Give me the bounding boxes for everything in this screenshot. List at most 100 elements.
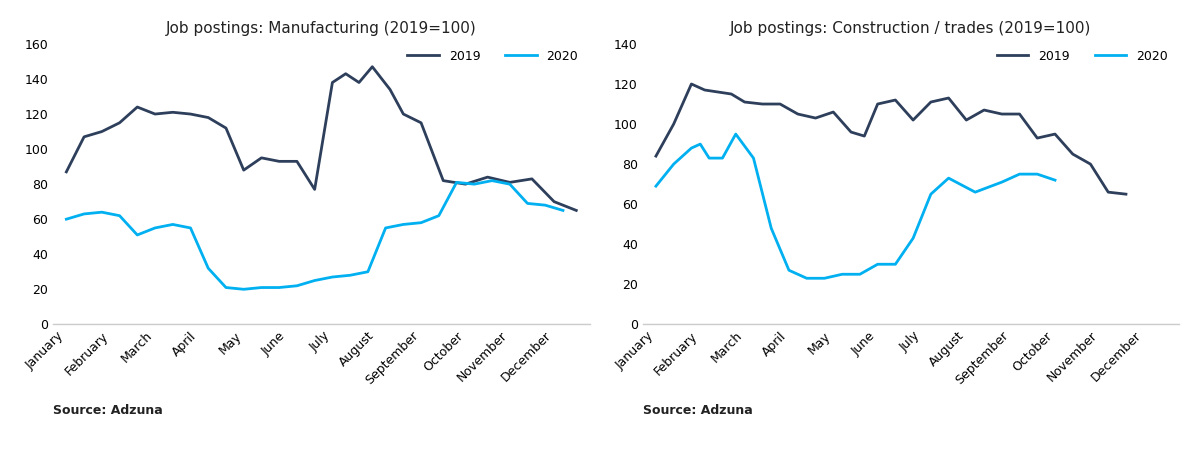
2019 [352, 80, 366, 85]
2020 [449, 180, 463, 185]
2019 [307, 187, 322, 192]
2020 [1030, 171, 1044, 177]
2020 [995, 179, 1009, 185]
2019 [924, 99, 938, 105]
2020 [521, 201, 535, 206]
2019 [1118, 191, 1133, 197]
2019 [1102, 189, 1116, 195]
2019 [524, 176, 539, 182]
2020 [414, 220, 428, 225]
2020 [1013, 171, 1027, 177]
2019 [684, 81, 698, 87]
2019 [338, 71, 353, 77]
2019 [436, 178, 450, 183]
2020 [556, 207, 570, 213]
2019 [710, 89, 725, 95]
2019 [1048, 131, 1062, 137]
2020 [694, 141, 708, 147]
2019 [148, 111, 162, 117]
2019 [77, 134, 91, 140]
2019 [569, 207, 583, 213]
2019 [59, 169, 73, 175]
2019 [95, 129, 109, 134]
2019 [857, 134, 871, 139]
2020 [941, 176, 955, 181]
2020 [130, 232, 144, 238]
2020 [746, 155, 761, 161]
2020 [307, 278, 322, 283]
2019 [888, 97, 902, 103]
2020 [817, 275, 832, 281]
2020 [503, 182, 517, 187]
2019 [365, 64, 379, 69]
2020 [870, 261, 884, 267]
2020 [888, 261, 902, 267]
2020 [853, 272, 868, 277]
2019 [113, 120, 127, 126]
2020 [343, 273, 358, 278]
2019 [755, 101, 769, 107]
2019 [826, 109, 840, 115]
2019 [325, 80, 340, 85]
2020 [254, 285, 269, 290]
2019 [1084, 161, 1098, 167]
2019 [218, 125, 233, 131]
2020 [538, 202, 552, 208]
Legend: 2019, 2020: 2019, 2020 [992, 45, 1172, 67]
2019 [724, 91, 738, 97]
2020 [95, 209, 109, 215]
2019 [254, 155, 269, 161]
2020 [715, 155, 730, 161]
2020 [289, 283, 304, 289]
Text: Source: Adzuna: Source: Adzuna [53, 404, 163, 417]
2019 [809, 116, 823, 121]
2020 [835, 272, 850, 277]
2019 [906, 117, 920, 123]
2019 [130, 104, 144, 110]
2020 [1048, 177, 1062, 183]
2020 [113, 213, 127, 219]
2020 [184, 225, 198, 231]
2020 [684, 146, 698, 151]
2020 [799, 275, 814, 281]
2019 [1030, 135, 1044, 141]
2020 [148, 225, 162, 231]
2019 [791, 111, 805, 117]
2019 [414, 120, 428, 126]
2020 [396, 222, 410, 227]
2020 [728, 131, 743, 137]
2020 [924, 191, 938, 197]
2019 [738, 99, 752, 105]
2020 [361, 269, 376, 274]
2020 [702, 155, 716, 161]
2020 [77, 211, 91, 217]
2019 [272, 158, 287, 164]
2020 [166, 222, 180, 227]
Title: Job postings: Construction / trades (2019=100): Job postings: Construction / trades (201… [731, 21, 1092, 36]
2020 [467, 182, 481, 187]
2019 [666, 122, 680, 127]
2019 [202, 115, 216, 120]
2020 [764, 225, 779, 231]
2020 [325, 274, 340, 280]
2020 [649, 183, 664, 189]
2020 [378, 225, 392, 231]
2020 [218, 285, 233, 290]
2020 [59, 216, 73, 222]
2019 [289, 158, 304, 164]
2020 [272, 285, 287, 290]
2019 [396, 111, 410, 117]
2020 [906, 236, 920, 241]
2020 [781, 267, 796, 273]
2019 [166, 109, 180, 115]
2019 [870, 101, 884, 107]
2020 [236, 286, 251, 292]
2019 [458, 182, 473, 187]
Line: 2020: 2020 [656, 134, 1055, 278]
2020 [485, 178, 499, 183]
2019 [941, 95, 955, 101]
2019 [773, 101, 787, 107]
Title: Job postings: Manufacturing (2019=100): Job postings: Manufacturing (2019=100) [166, 21, 476, 36]
2019 [977, 107, 991, 113]
Legend: 2019, 2020: 2019, 2020 [402, 45, 583, 67]
